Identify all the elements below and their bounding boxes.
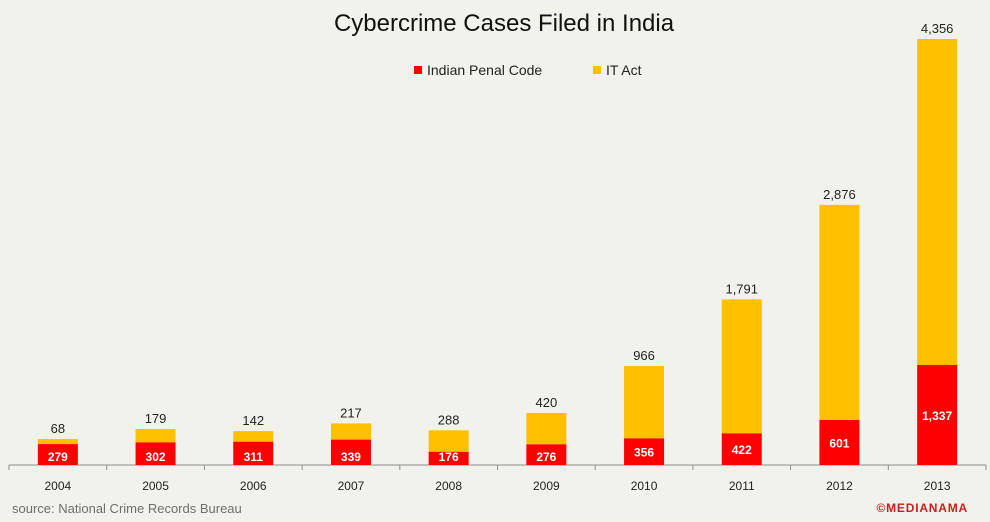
bar-segment-it-act [428,430,469,452]
data-label-it-act: 1,791 [725,281,758,296]
data-label-it-act: 966 [633,348,655,363]
x-tick-label: 2011 [729,479,755,493]
legend-label-indian-penal-code: Indian Penal Code [427,62,542,78]
plot-layer: 68 279 2004 179 302 2005 142 311 2006 217 339 2007 2… [8,21,987,493]
data-label-indian-penal-code: 176 [439,450,459,464]
bar-segment-indian-penal-code [917,364,958,465]
data-label-indian-penal-code: 1,337 [922,409,952,423]
data-label-it-act: 142 [242,413,264,428]
bar-segment-indian-penal-code [721,433,762,465]
data-label-it-act: 68 [51,421,65,436]
x-tick-label: 2012 [826,479,853,493]
brand-logo: ©MEDIANAMA [876,501,968,515]
bar-segment-indian-penal-code [37,444,78,465]
chart-title: Cybercrime Cases Filed in India [334,10,675,37]
x-tick-label: 2008 [435,479,462,493]
data-label-indian-penal-code: 339 [341,450,361,464]
data-label-it-act: 288 [438,412,460,427]
x-tick-label: 2013 [924,479,951,493]
data-label-it-act: 179 [145,411,167,426]
bar-segment-it-act [233,431,274,442]
bar-segment-indian-penal-code [330,439,371,465]
data-label-indian-penal-code: 601 [829,437,849,451]
bar-segment-it-act [721,299,762,434]
bar-segment-it-act [624,366,665,439]
data-label-it-act: 4,356 [921,21,954,36]
x-tick-label: 2006 [240,479,267,493]
x-tick-label: 2004 [44,479,71,493]
bar-segment-it-act [330,423,371,440]
data-label-indian-penal-code: 302 [146,450,166,464]
data-label-indian-penal-code: 311 [244,450,264,464]
data-label-it-act: 420 [535,395,557,410]
bar-segment-indian-penal-code [819,420,860,465]
bar-segment-it-act [135,429,176,443]
x-tick-label: 2009 [533,479,560,493]
data-label-indian-penal-code: 422 [732,443,752,457]
source-text: source: National Crime Records Bureau [12,501,242,516]
bar-segment-indian-penal-code [624,438,665,465]
x-tick-label: 2005 [142,479,169,493]
bar-segment-it-act [526,412,567,445]
bar-segment-it-act [819,204,860,421]
bar-segment-indian-penal-code [233,441,274,465]
legend-label-it-act: IT Act [606,62,642,78]
data-label-it-act: 217 [340,405,362,420]
legend-swatch-indian-penal-code [414,66,422,74]
x-tick-label: 2007 [338,479,365,493]
bar-segment-it-act [917,39,958,365]
bar-segment-it-act [37,439,78,445]
chart-legend: Indian Penal Code IT Act [414,62,642,78]
data-label-indian-penal-code: 276 [536,450,556,464]
data-label-it-act: 2,876 [823,187,856,202]
x-tick-label: 2010 [631,479,658,493]
data-label-indian-penal-code: 356 [634,446,654,460]
legend-swatch-it-act [593,66,601,74]
bar-segment-indian-penal-code [526,444,567,465]
data-label-indian-penal-code: 279 [48,450,68,464]
bar-segment-indian-penal-code [428,451,469,465]
bar-segment-indian-penal-code [135,442,176,465]
